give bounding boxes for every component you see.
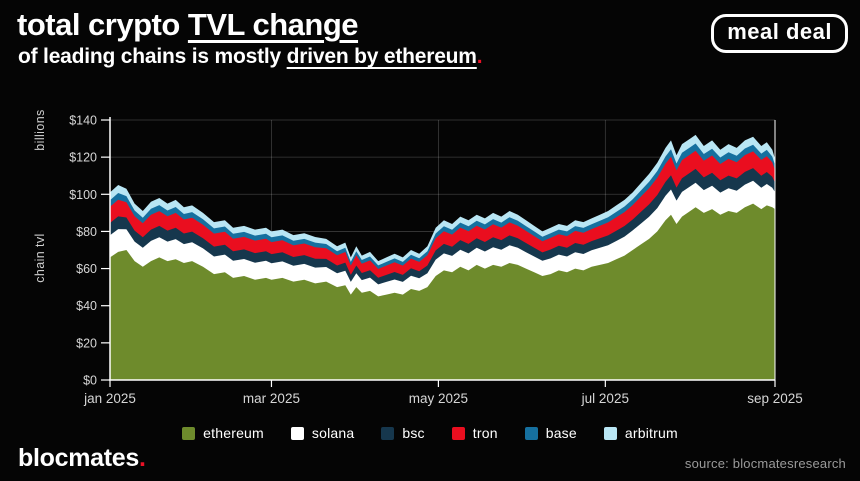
page-title: total crypto TVL change (17, 7, 359, 42)
y-tick-label: $40 (76, 299, 97, 313)
legend-swatch-arbitrum (603, 426, 617, 440)
legend-label-bsc: bsc (402, 425, 425, 441)
chart-legend: ethereum solana bsc tron base arbitrum (0, 425, 860, 441)
y-tick-label: $20 (76, 336, 97, 350)
subtitle-plain: of leading chains is mostly (18, 45, 287, 68)
y-tick-label: $140 (69, 114, 97, 128)
legend-swatch-solana (290, 426, 304, 440)
y-tick-label: $120 (69, 151, 97, 165)
subtitle-period: . (476, 45, 483, 68)
blocmates-logo: blocmates. (18, 444, 146, 473)
x-tick-label: jul 2025 (581, 391, 629, 406)
legend-label-base: base (545, 425, 577, 441)
legend-swatch-base (524, 426, 538, 440)
legend-label-solana: solana (311, 425, 355, 441)
blocmates-logo-text: blocmates (18, 444, 139, 472)
legend-label-arbitrum: arbitrum (624, 425, 678, 441)
title-underlined: TVL change (187, 7, 359, 42)
meal-deal-logo-text: meal deal (727, 19, 832, 44)
area-ethereum (110, 203, 775, 380)
legend-label-ethereum: ethereum (203, 425, 264, 441)
x-tick-label: mar 2025 (243, 391, 300, 406)
legend-item-tron: tron (451, 425, 498, 441)
legend-swatch-tron (451, 426, 465, 440)
meal-deal-logo: meal deal (711, 14, 848, 53)
source-credit: source: blocmatesresearch (684, 456, 846, 471)
legend-swatch-ethereum (182, 426, 196, 440)
legend-swatch-bsc (381, 426, 395, 440)
y-tick-label: $0 (83, 374, 97, 388)
legend-label-tron: tron (472, 425, 498, 441)
blocmates-logo-period: . (138, 444, 146, 472)
legend-item-solana: solana (290, 425, 355, 441)
subtitle-underlined: driven by ethereum (286, 45, 477, 68)
y-tick-label: $80 (76, 225, 97, 239)
title-plain: total crypto (17, 7, 188, 42)
legend-item-base: base (524, 425, 577, 441)
y-tick-label: $60 (76, 262, 97, 276)
page-subtitle: of leading chains is mostly driven by et… (18, 45, 483, 69)
x-tick-label: sep 2025 (747, 391, 803, 406)
legend-item-arbitrum: arbitrum (603, 425, 678, 441)
legend-item-bsc: bsc (381, 425, 425, 441)
x-tick-label: may 2025 (409, 391, 468, 406)
x-tick-label: jan 2025 (83, 391, 136, 406)
y-tick-label: $100 (69, 188, 97, 202)
legend-item-ethereum: ethereum (182, 425, 264, 441)
